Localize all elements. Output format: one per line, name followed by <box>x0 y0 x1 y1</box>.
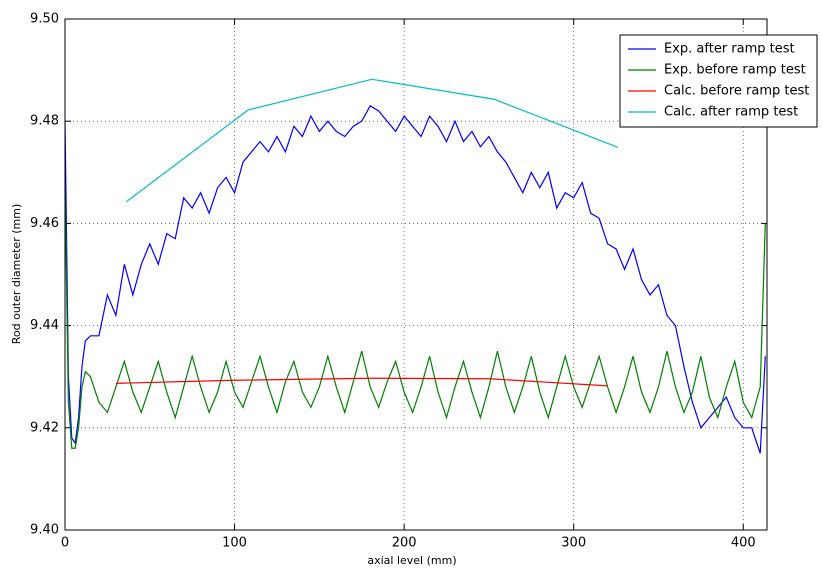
series-line <box>65 187 766 449</box>
y-tick-label: 9.42 <box>30 420 59 435</box>
series-line <box>65 105 766 454</box>
y-axis-label: Rod outer diameter (mm) <box>10 204 23 345</box>
y-tick-label: 9.44 <box>30 318 59 333</box>
y-tick-label: 9.46 <box>30 216 59 231</box>
y-tick-label: 9.48 <box>30 114 59 129</box>
x-tick-label: 200 <box>392 536 417 551</box>
x-tick-label: 0 <box>61 536 69 551</box>
x-tick-label: 100 <box>222 536 247 551</box>
legend-label: Exp. after ramp test <box>664 42 795 57</box>
x-axis-label: axial level (mm) <box>367 554 456 567</box>
x-tick-label: 400 <box>731 536 756 551</box>
legend-label: Calc. after ramp test <box>664 105 798 120</box>
series-line <box>115 377 608 387</box>
y-tick-label: 9.50 <box>30 12 59 27</box>
y-tick-label: 9.40 <box>30 523 59 538</box>
plot-frame <box>64 18 768 531</box>
legend-label: Exp. before ramp test <box>664 63 806 78</box>
series-line <box>125 78 618 203</box>
x-tick-label: 300 <box>561 536 586 551</box>
legend-label: Calc. before ramp test <box>664 84 809 99</box>
